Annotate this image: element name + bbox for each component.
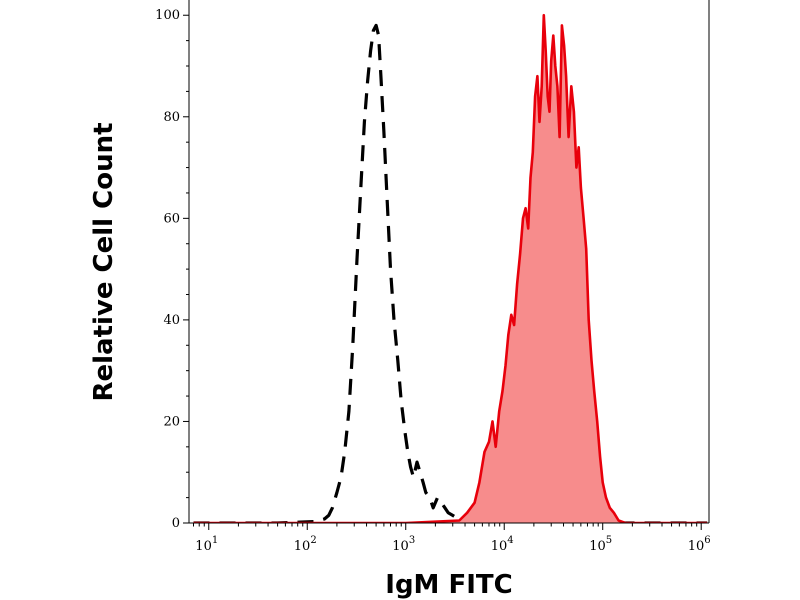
y-tick-label: 60 (163, 211, 180, 226)
x-tick-label: 106 (688, 535, 711, 554)
x-tick-label: 102 (294, 535, 317, 554)
y-axis-title: Relative Cell Count (89, 122, 119, 401)
series-1-area (193, 15, 708, 523)
x-tick-label: 103 (392, 535, 415, 554)
series-1-line (193, 13, 708, 523)
y-tick-label: 20 (163, 414, 180, 429)
x-tick-label: 104 (491, 535, 514, 554)
x-axis-title: IgM FITC (385, 570, 512, 600)
x-tick-label: 101 (195, 535, 218, 554)
y-tick-label: 80 (163, 110, 180, 125)
x-tick-label: 105 (589, 535, 612, 554)
y-tick-label: 0 (172, 516, 180, 531)
series-0-line (193, 23, 708, 523)
y-tick-label: 40 (163, 313, 180, 328)
y-tick-label: 100 (155, 8, 180, 23)
